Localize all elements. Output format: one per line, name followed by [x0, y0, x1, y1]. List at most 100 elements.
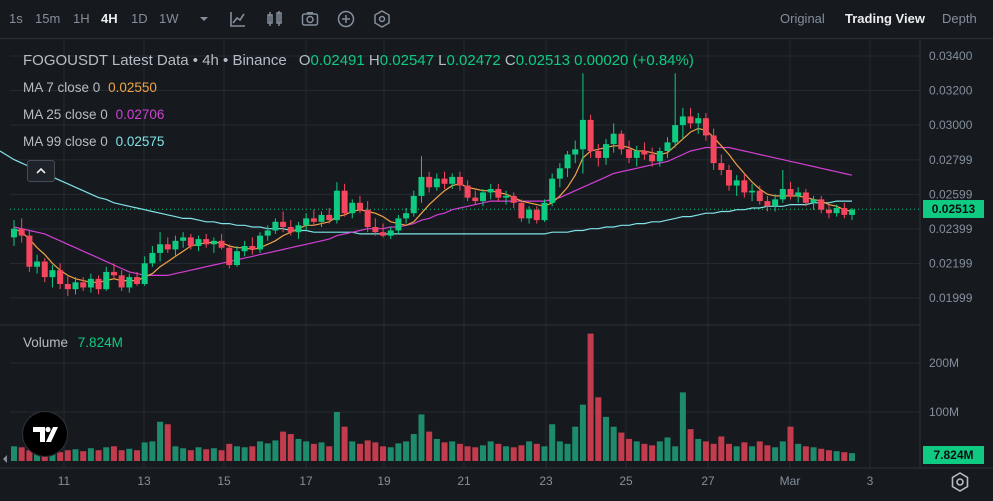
candle-body — [356, 202, 363, 210]
chart-toolbar: 1s 15m 1H 4H 1D 1W Original Trading View… — [0, 0, 993, 39]
volume-bar — [349, 441, 356, 461]
tradingview-logo-icon — [33, 426, 58, 442]
candle-body — [479, 192, 486, 202]
candle-body — [126, 277, 133, 288]
candle-body — [487, 189, 494, 193]
candle-body — [526, 209, 533, 219]
volume-bar — [433, 438, 440, 461]
candle-body — [372, 227, 379, 233]
volume-bar — [479, 445, 486, 461]
view-original[interactable]: Original — [780, 11, 825, 26]
ma99-line — [0, 150, 852, 235]
volume-bar — [679, 392, 686, 461]
volume-bar — [464, 446, 471, 461]
volume-bar — [303, 441, 310, 461]
volume-bar — [810, 447, 817, 461]
volume-bar — [80, 451, 87, 461]
volume-bar — [664, 437, 671, 461]
volume-bar — [318, 442, 325, 461]
price-chart[interactable]: 0.03400 0.03200 0.03000 0.02799 0.02599 0.023… — [0, 40, 993, 501]
candle-body — [533, 209, 540, 221]
volume-bar — [672, 446, 679, 461]
volume-bar — [226, 443, 233, 461]
candle-body — [426, 176, 433, 188]
candle-body — [210, 240, 217, 245]
volume-bar — [257, 441, 264, 461]
volume-bar — [495, 443, 502, 461]
candle-body — [295, 225, 302, 233]
volume-bar — [418, 414, 425, 461]
screenshot-icon[interactable] — [300, 9, 320, 29]
candle-body — [233, 251, 240, 266]
volume-bar — [141, 442, 148, 461]
candle-body — [656, 151, 663, 162]
time-axis-label: 21 — [457, 474, 471, 488]
volume-bar — [72, 449, 79, 461]
collapse-legend-button[interactable] — [27, 160, 55, 182]
chart-settings-icon[interactable] — [948, 470, 972, 494]
volume-bar — [733, 446, 740, 461]
settings-hex-icon[interactable] — [372, 9, 392, 29]
volume-bar — [103, 447, 110, 461]
interval-15m[interactable]: 15m — [35, 11, 61, 26]
interval-1h[interactable]: 1H — [73, 11, 90, 26]
candle-body — [180, 237, 187, 241]
close-value: 0.02513 — [515, 52, 570, 69]
candle-body — [456, 176, 463, 186]
volume-bar — [11, 446, 17, 461]
candle-body — [802, 192, 809, 203]
volume-bar — [110, 446, 117, 461]
candle-body — [11, 228, 17, 238]
ma99-legend[interactable]: MA 99 close 0 0.02575 — [23, 134, 164, 149]
add-icon[interactable] — [336, 9, 356, 29]
candle-body — [203, 239, 210, 245]
low-label: L — [438, 52, 447, 69]
candle-body — [87, 278, 94, 288]
interval-1d[interactable]: 1D — [131, 11, 148, 26]
volume-bar — [541, 446, 548, 461]
volume-bar — [510, 447, 517, 461]
volume-bar — [241, 447, 248, 461]
ma25-legend[interactable]: MA 25 close 0 0.02706 — [23, 107, 164, 122]
open-label: O — [298, 52, 311, 69]
candle-body — [364, 209, 371, 228]
candle-body — [64, 284, 71, 290]
volume-bar — [118, 450, 125, 461]
volume-bar — [395, 443, 402, 461]
scroll-left-button[interactable] — [0, 449, 10, 469]
volume-bar — [403, 441, 410, 461]
volume-bar — [187, 450, 194, 461]
volume-bar — [264, 443, 271, 461]
volume-bar — [95, 450, 102, 461]
indicators-icon[interactable] — [265, 9, 285, 29]
open-value: 0.02491 — [310, 52, 365, 69]
view-depth[interactable]: Depth — [942, 11, 977, 26]
volume-bar — [295, 438, 302, 461]
time-axis-label: Mar — [780, 474, 801, 488]
candlesticks — [11, 73, 855, 297]
interval-1w[interactable]: 1W — [159, 11, 179, 26]
ma7-legend[interactable]: MA 7 close 0 0.02550 — [23, 80, 157, 95]
volume-bar — [626, 438, 633, 461]
volume-bar — [795, 443, 802, 461]
volume-bar — [749, 446, 756, 461]
candle-body — [418, 176, 425, 196]
volume-bar — [833, 451, 840, 461]
candle-body — [725, 170, 732, 186]
candle-body — [157, 244, 164, 253]
tradingview-logo[interactable] — [22, 411, 68, 457]
candle-body — [818, 199, 825, 210]
chart-style-icon[interactable] — [228, 9, 248, 29]
volume-bar — [356, 443, 363, 461]
interval-1s[interactable]: 1s — [9, 11, 23, 26]
chevron-down-icon[interactable] — [194, 9, 214, 29]
time-axis-label: 23 — [539, 474, 553, 488]
ma99-value: 0.02575 — [115, 134, 165, 149]
interval-4h[interactable]: 4H — [101, 11, 118, 26]
view-trading-view[interactable]: Trading View — [845, 11, 925, 26]
time-axis-label: 3 — [867, 474, 874, 488]
volume-bar — [849, 453, 855, 461]
volume-bar — [410, 434, 417, 461]
candle-body — [72, 282, 79, 290]
candle-body — [172, 240, 179, 250]
